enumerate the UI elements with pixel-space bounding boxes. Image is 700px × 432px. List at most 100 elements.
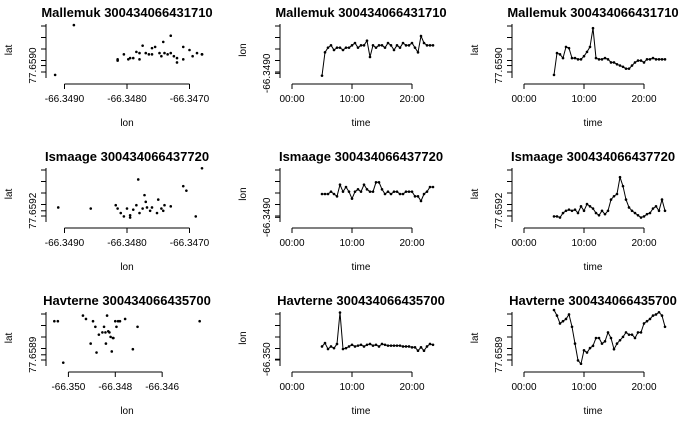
data-point: [609, 198, 613, 201]
data-point: [633, 61, 637, 64]
y-tick-label: 77.6590: [494, 47, 505, 84]
data-point: [191, 54, 194, 58]
data-point: [597, 336, 601, 340]
data-point: [600, 209, 604, 213]
data-point: [128, 216, 132, 219]
data-point: [639, 216, 643, 219]
x-tick-label: -66.350: [51, 382, 85, 393]
panel-title: Mallemuk 300434066431710: [275, 5, 446, 20]
x-tick-label: 20:00: [399, 382, 424, 393]
data-point: [353, 345, 357, 348]
data-point: [380, 342, 384, 346]
data-point: [147, 53, 151, 56]
panel-7: Havterne 300434066435700 -66.350 -66.348 -6…: [4, 293, 211, 417]
series-line: [554, 177, 666, 219]
data-point: [84, 317, 88, 321]
data-point: [660, 198, 664, 201]
panel-title: Havterne 300434066435700: [509, 293, 677, 308]
data-point: [389, 344, 393, 347]
data-point: [104, 342, 108, 345]
data-point: [588, 45, 592, 49]
data-point: [326, 192, 330, 196]
data-point: [320, 74, 324, 77]
data-point: [654, 58, 658, 61]
data-point: [338, 46, 342, 49]
data-point: [371, 44, 375, 47]
data-point: [113, 319, 117, 323]
panel-5: Ismaage 300434066437720 00:00 10:00 20:00 -6…: [238, 149, 443, 273]
data-point: [651, 56, 655, 60]
data-point: [645, 212, 649, 216]
x-tick-label: -66.3470: [170, 238, 210, 249]
data-point: [606, 331, 610, 334]
data-point: [395, 44, 399, 47]
data-point: [410, 41, 414, 45]
data-point: [618, 64, 622, 67]
data-point: [359, 343, 363, 347]
data-point: [194, 215, 198, 218]
x-tick-label: 00:00: [279, 382, 304, 393]
data-point: [612, 61, 616, 64]
data-point: [663, 58, 667, 61]
data-point: [585, 202, 589, 206]
data-point: [567, 313, 571, 316]
data-point: [600, 58, 604, 61]
data-point: [377, 345, 381, 348]
data-point: [163, 203, 166, 207]
data-point: [169, 34, 173, 37]
series-line: [553, 309, 666, 365]
x-tick-label: -66.348: [98, 382, 132, 393]
data-point: [329, 345, 333, 348]
data-point: [407, 345, 411, 348]
data-point: [630, 333, 634, 336]
x-tick-label: -66.3470: [170, 94, 210, 105]
data-point: [552, 73, 556, 77]
data-point: [564, 45, 568, 49]
data-point: [91, 319, 95, 323]
data-point: [401, 41, 405, 45]
data-point: [609, 336, 613, 340]
data-point: [138, 58, 141, 61]
data-point: [126, 58, 130, 61]
data-point: [407, 44, 411, 47]
data-point: [561, 319, 565, 323]
data-point: [350, 343, 354, 347]
data-point: [188, 48, 191, 52]
panel-3: Mallemuk 300434066431710 00:00 10:00 20:00 7…: [470, 5, 679, 129]
data-point: [56, 206, 60, 209]
data-point: [344, 46, 348, 49]
data-point: [615, 192, 619, 196]
x-tick-label: 00:00: [279, 94, 304, 105]
panel-title: Mallemuk 300434066431710: [41, 5, 212, 20]
y-axis-label: lon: [238, 187, 249, 200]
panel-title: Mallemuk 300434066431710: [507, 5, 678, 20]
data-point: [624, 331, 628, 334]
data-point: [172, 54, 176, 58]
data-point: [612, 194, 616, 198]
data-point: [125, 207, 129, 210]
data-point: [150, 206, 154, 209]
panel-title: Ismaage 300434066437720: [45, 149, 209, 164]
data-point: [341, 48, 345, 52]
data-point: [97, 333, 101, 336]
x-tick-label: 00:00: [511, 94, 536, 105]
data-point: [161, 40, 165, 44]
data-point: [95, 351, 98, 354]
data-point: [335, 342, 339, 346]
data-point: [359, 44, 363, 47]
data-point: [138, 51, 141, 55]
data-point: [344, 346, 348, 350]
panel-title: Ismaage 300434066437720: [279, 149, 443, 164]
data-point: [365, 39, 369, 42]
x-tick-label: 10:00: [339, 94, 364, 105]
data-point: [413, 346, 417, 349]
data-point: [567, 208, 571, 211]
data-point: [377, 44, 381, 47]
data-point: [603, 340, 607, 343]
data-point: [636, 331, 640, 334]
data-point: [413, 46, 417, 49]
data-point: [195, 51, 199, 55]
data-point: [198, 319, 201, 323]
data-point: [166, 53, 169, 56]
data-point: [111, 336, 115, 340]
